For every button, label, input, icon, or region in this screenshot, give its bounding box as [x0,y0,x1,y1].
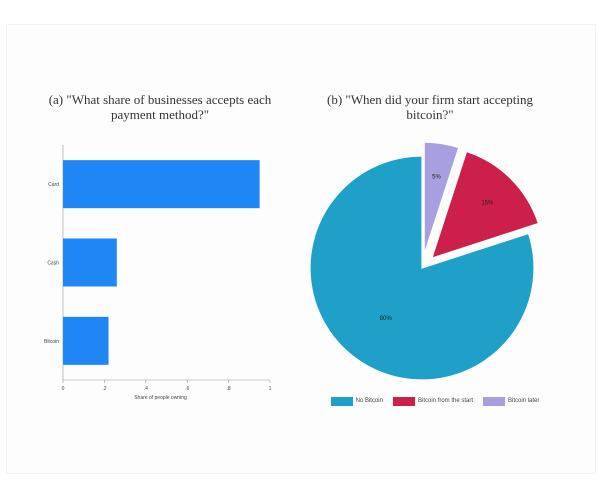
pie-chart-title: (b) "When did your firm start accepting … [326,92,533,122]
pie-slice-bitcoin-later [423,141,460,255]
bar-x-axis-label: Share of people owning [134,395,187,401]
legend-item: No Bitcoin [330,396,383,406]
legend-swatch [330,396,353,406]
bar-category-label: Cash [47,261,59,267]
legend-label: No Bitcoin [355,398,383,404]
bar-chart: Card Cash Bitcoin 0 .2 .4 .6 .8 1 Share of people… [44,145,272,401]
bar-card [63,160,260,209]
pie-slice-label: 5% [432,175,441,181]
bar-x-tick-label: 0 [62,386,65,392]
legend-swatch [392,396,415,406]
bar-category-label: Bitcoin [44,339,59,345]
bar-bitcoin [63,316,109,365]
legend-item: Bitcoin from the start [392,396,474,406]
bar-x-tick-label: 1 [269,386,272,392]
legend-item: Bitcoin later [483,396,540,406]
bar-chart-title: (a) "What share of businesses accepts ea… [48,92,272,122]
bar-x-tick-label: .4 [144,386,148,392]
bar-x-tick-label: .8 [227,386,231,392]
pie-chart: 5% 15% 80% [309,141,540,381]
pie-slice-label: 15% [481,201,494,207]
pie-slice-bitcoin-from-the-start [430,150,540,260]
bar-x-tick-label: .2 [102,386,106,392]
bar-cash [63,238,117,287]
legend-label: Bitcoin from the start [417,398,474,404]
bar-x-tick-label: .6 [185,386,189,392]
legend-label: Bitcoin later [508,398,540,404]
bar-category-label: Card [48,182,59,188]
pie-slice-no-bitcoin [309,155,535,381]
legend-swatch [483,396,506,406]
pie-legend: No Bitcoin Bitcoin from the start Bitcoin … [300,393,570,409]
pie-slice-label: 80% [380,316,393,322]
